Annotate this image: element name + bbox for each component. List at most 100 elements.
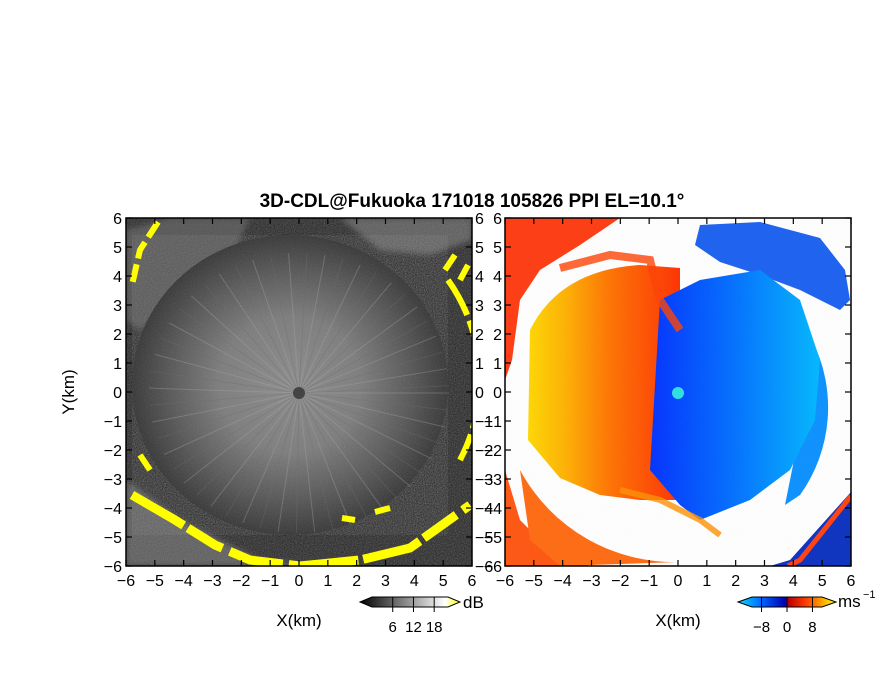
velocity-field xyxy=(505,218,851,566)
vel-xtick-label: 1 xyxy=(702,573,711,590)
refl-ytick-label-right: −5 xyxy=(475,530,493,547)
vel-xtick-label: 0 xyxy=(674,573,683,590)
vel-xtick-label: 6 xyxy=(847,573,856,590)
reflectivity-spoke xyxy=(172,392,300,470)
reflectivity-spoke xyxy=(298,335,437,394)
refl-ytick-label: 3 xyxy=(113,298,122,315)
vel-xtick-label: −5 xyxy=(525,573,543,590)
vel-xtick-label: 4 xyxy=(789,573,798,590)
reflectivity-colorbar-tick-label: 12 xyxy=(405,619,422,636)
vel-xtick-label: −1 xyxy=(640,573,658,590)
reflectivity-echo-arc-nw xyxy=(129,220,161,286)
vel-ytick-label: −6 xyxy=(484,559,502,576)
reflectivity-spoke xyxy=(298,392,351,525)
reflectivity-panel xyxy=(125,217,473,567)
reflectivity-spoke xyxy=(150,370,300,394)
velocity-colorbar-tick-label: −8 xyxy=(753,619,770,636)
refl-ytick-label-right: 0 xyxy=(475,385,484,402)
refl-xtick-label: −4 xyxy=(175,573,193,590)
vel-ytick-label: 2 xyxy=(493,327,502,344)
reflectivity-spoke xyxy=(298,320,428,394)
reflectivity-spoke xyxy=(154,353,300,394)
vel-xtick-label: −3 xyxy=(582,573,600,590)
refl-xtick-label: 6 xyxy=(468,573,477,590)
velocity-colorbar-ticks: −8 0 8 xyxy=(753,597,817,636)
reflectivity-spoke xyxy=(298,392,411,488)
reflectivity-spoke xyxy=(149,392,300,406)
reflectivity-spoke xyxy=(204,283,300,394)
refl-ytick-label-right: −3 xyxy=(475,472,493,489)
reflectivity-spoke xyxy=(190,295,300,394)
reflectivity-spoke xyxy=(219,273,300,394)
reflectivity-spoke xyxy=(298,392,384,510)
reflectivity-spoke xyxy=(298,368,447,394)
vel-xtick-label: 5 xyxy=(818,573,827,590)
refl-ytick-label: −5 xyxy=(104,530,122,547)
reflectivity-echo-arc-east xyxy=(445,278,472,462)
vel-xtick-label: 3 xyxy=(760,573,769,590)
refl-ytick-label: 6 xyxy=(113,211,122,228)
reflectivity-spoke xyxy=(178,308,300,394)
velocity-colorbar-tick-label: 0 xyxy=(783,619,791,636)
vel-ytick-label: −3 xyxy=(484,472,502,489)
reflectivity-field xyxy=(126,218,472,566)
reflectivity-spoke xyxy=(298,392,316,533)
reflectivity-spoke xyxy=(157,392,300,440)
reflectivity-spoke xyxy=(298,264,361,394)
reflectivity-spoke xyxy=(298,392,445,428)
reflectivity-spoke xyxy=(277,392,300,532)
vel-ytick-label: 6 xyxy=(493,211,502,228)
reflectivity-colorbar-unit: dB xyxy=(463,593,484,612)
reflectivity-spoke xyxy=(183,392,300,484)
reflectivity-spoke xyxy=(259,392,300,529)
refl-ytick-label-right: 5 xyxy=(475,240,484,257)
velocity-panel xyxy=(504,217,852,567)
velocity-colorbar: −8 0 8 ms −1 xyxy=(736,589,876,636)
vel-ytick-label: −5 xyxy=(484,530,502,547)
reflectivity-spoke xyxy=(298,258,344,394)
reflectivity-spoke xyxy=(288,253,300,394)
reflectivity-colorbar-ticks: 6 12 18 xyxy=(389,597,443,636)
refl-xtick-label: −5 xyxy=(146,573,164,590)
refl-ytick-label: −6 xyxy=(104,559,122,576)
reflectivity-spoke xyxy=(295,392,300,533)
reflectivity-echo-arc-south xyxy=(129,491,472,566)
reflectivity-spoke xyxy=(298,255,326,394)
refl-ytick-label-right: −2 xyxy=(475,443,493,460)
refl-xtick-label: 5 xyxy=(439,573,448,590)
reflectivity-spoke xyxy=(225,392,300,516)
reflectivity-spoke xyxy=(152,392,300,423)
vel-xtick-label: −4 xyxy=(554,573,572,590)
reflectivity-spoke xyxy=(210,392,300,507)
reflectivity-spoke xyxy=(242,392,300,524)
y-axis-label: Y(km) xyxy=(59,369,78,414)
velocity-colorbar-tick-label: 8 xyxy=(808,619,816,636)
refl-ytick-label-right: −1 xyxy=(475,414,493,431)
refl-ytick-label: 5 xyxy=(113,240,122,257)
x-axis-label-right: X(km) xyxy=(655,611,700,630)
reflectivity-colorbar-tick-label: 6 xyxy=(389,619,397,636)
velocity-colorbar-unit: ms xyxy=(838,592,861,611)
axes-layer: −6 −5 −4 −3 −2 −1 0 1 2 3 4 5 6−6−5−4−3−2−10123456−6… xyxy=(104,211,856,590)
refl-xtick-label: −1 xyxy=(261,573,279,590)
refl-ytick-label-right: 4 xyxy=(475,269,484,286)
reflectivity-spoke xyxy=(298,392,368,518)
vel-xtick-label: −6 xyxy=(496,573,514,590)
reflectivity-spoke xyxy=(149,387,300,394)
refl-xtick-label: 0 xyxy=(295,573,304,590)
reflectivity-spoke xyxy=(252,259,300,394)
reflectivity-spoke xyxy=(298,351,443,394)
reflectivity-colorbar-bar xyxy=(358,596,462,608)
reflectivity-spoke xyxy=(269,255,300,394)
vel-ytick-label: 5 xyxy=(493,240,502,257)
refl-ytick-label: −3 xyxy=(104,472,122,489)
chart-title: 3D-CDL@Fukuoka 171018 105826 PPI EL=10.1… xyxy=(260,191,685,212)
reflectivity-spoke xyxy=(168,322,300,394)
velocity-colorbar-unit-exponent: −1 xyxy=(863,589,876,601)
refl-ytick-label-right: 1 xyxy=(475,356,484,373)
reflectivity-colorbar-tick-label: 18 xyxy=(426,619,443,636)
reflectivity-sw-patch xyxy=(126,480,340,566)
reflectivity-echo-blob-sw xyxy=(137,453,153,472)
reflectivity-spokes xyxy=(149,253,449,533)
